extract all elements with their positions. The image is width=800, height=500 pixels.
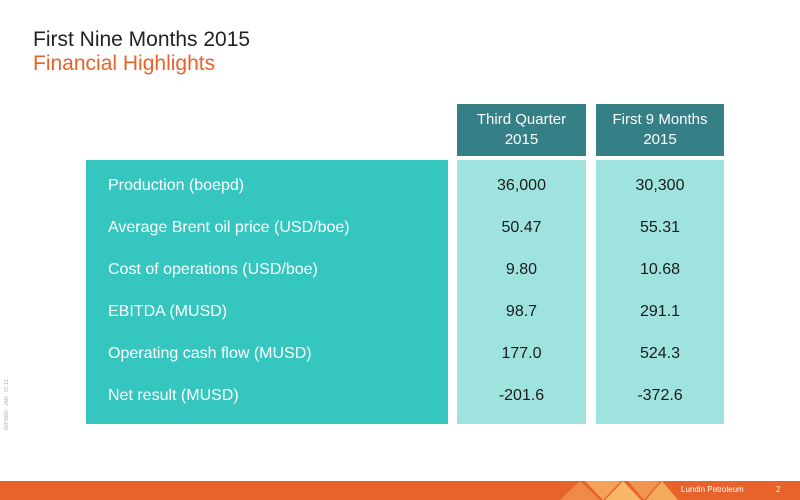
row-label: Production (boepd) (108, 177, 245, 194)
table-cell: -372.6 (637, 387, 683, 404)
table-cell: 10.68 (639, 261, 681, 278)
row-label: Average Brent oil price (USD/boe) (108, 219, 350, 236)
table-cell: -201.6 (498, 387, 545, 404)
slide-title: First Nine Months 2015 (33, 28, 251, 51)
table-cell: 177.0 (501, 345, 542, 362)
column-header-third-quarter: Third Quarter 2015 (457, 104, 586, 156)
column-header-first-9-months: First 9 Months 2015 (596, 104, 724, 156)
row-label: EBITDA (MUSD) (108, 303, 228, 320)
row-label: Cost of operations (USD/boe) (108, 261, 318, 278)
table-cell: 9.80 (505, 261, 538, 278)
column-header-line: 2015 (504, 131, 539, 148)
table-cell: 50.47 (501, 219, 542, 236)
footer-decoration (646, 481, 678, 500)
third-quarter-values-panel: 36,000 50.47 9.80 98.7 177.0 -201.6 (457, 160, 586, 424)
column-header-line: Third Quarter (476, 111, 567, 128)
table-cell: 30,300 (635, 177, 685, 194)
document-code: IMF0580 · JAN · 07.13 (4, 379, 10, 430)
slide-subtitle: Financial Highlights (33, 52, 216, 75)
table-cell: 291.1 (639, 303, 681, 320)
row-labels-panel: Production (boepd) Average Brent oil pri… (86, 160, 448, 424)
footer-brand: Lundin Petroleum (681, 485, 744, 494)
row-label: Operating cash flow (MUSD) (108, 345, 312, 362)
column-header-line: First 9 Months (612, 111, 708, 128)
table-cell: 524.3 (639, 345, 681, 362)
footer-bar (0, 481, 800, 500)
table-cell: 98.7 (505, 303, 538, 320)
column-header-line: 2015 (643, 131, 677, 148)
page-number: 2 (776, 485, 781, 494)
table-cell: 55.31 (639, 219, 681, 236)
table-cell: 36,000 (497, 177, 546, 194)
row-label: Net result (MUSD) (108, 387, 239, 404)
first-9-months-values-panel: 30,300 55.31 10.68 291.1 524.3 -372.6 (596, 160, 724, 424)
